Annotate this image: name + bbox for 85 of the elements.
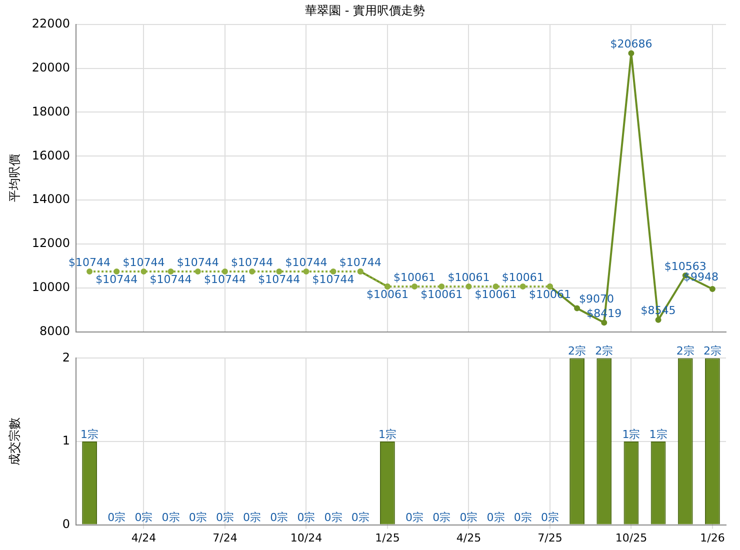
data-label: $10061: [394, 270, 436, 284]
data-label: 0宗: [324, 511, 342, 524]
point: [520, 284, 526, 290]
data-label: 2宗: [568, 344, 586, 358]
data-label: 2宗: [676, 344, 694, 358]
point: [86, 268, 93, 275]
point: [655, 316, 662, 323]
data-label: $20686: [610, 38, 652, 51]
x-tick-label: 1/26: [700, 531, 725, 544]
y-tick-label: 18000: [32, 104, 70, 118]
data-label: $10744: [312, 272, 354, 286]
data-label: 0宗: [514, 511, 532, 524]
y-tick-label: 14000: [32, 192, 70, 206]
x-tick-label: 4/24: [131, 531, 156, 544]
data-label: 0宗: [243, 511, 262, 524]
y-tick-label: 1: [62, 434, 70, 448]
point: [276, 268, 282, 275]
data-label: $10061: [420, 288, 463, 301]
x-tick-label: 10/25: [615, 531, 648, 544]
point: [140, 268, 147, 275]
data-label: $10061: [366, 288, 408, 301]
x-tick-label: 7/25: [538, 531, 562, 544]
data-label: 0宗: [188, 511, 207, 524]
data-label: $10744: [96, 272, 138, 286]
x-tick-label: 1/25: [375, 531, 400, 544]
data-label: 0宗: [432, 511, 451, 524]
point: [249, 268, 256, 275]
data-label: $10061: [474, 288, 517, 301]
point: [438, 284, 445, 290]
data-label: 0宗: [540, 511, 559, 524]
data-label: 0宗: [351, 511, 370, 524]
point: [492, 284, 499, 290]
point: [168, 268, 174, 275]
data-label: 0宗: [134, 511, 153, 524]
y-tick-label: 0: [62, 516, 70, 531]
y-tick-label: 2: [62, 350, 70, 364]
chart-title: 華翠園 - 實用呎價走勢: [305, 3, 425, 18]
point: [601, 320, 608, 326]
point: [412, 284, 418, 290]
data-label: $10744: [231, 256, 274, 269]
x-tick-label: 10/24: [290, 531, 322, 544]
point: [709, 286, 716, 292]
x-tick-label: 7/24: [212, 531, 238, 544]
x-tick-label: 4/25: [456, 531, 482, 544]
data-label: 1宗: [649, 428, 668, 441]
data-label: 2宗: [595, 344, 614, 358]
data-label: $10563: [664, 260, 706, 273]
data-label: $10744: [339, 256, 382, 269]
data-label: $10744: [68, 256, 111, 269]
y-axis-title: 平均呎價: [7, 154, 22, 202]
data-label: 1宗: [378, 428, 396, 441]
point: [303, 268, 310, 275]
y-tick-label: 16000: [32, 148, 70, 162]
point: [222, 268, 228, 275]
y-tick-label: 20000: [32, 60, 70, 74]
data-label: $10061: [502, 270, 544, 284]
y-tick-label: 10000: [32, 280, 70, 294]
data-label: 0宗: [486, 511, 505, 524]
point: [194, 268, 201, 275]
data-label: $10744: [285, 256, 328, 269]
y-tick-label: 8000: [39, 324, 70, 338]
point: [466, 284, 472, 290]
data-label: 0宗: [108, 511, 126, 524]
data-label: 0宗: [297, 511, 316, 524]
data-label: 0宗: [162, 511, 180, 524]
point: [574, 305, 580, 312]
data-label: 0宗: [406, 511, 424, 524]
data-label: $10744: [176, 256, 219, 269]
y-tick-label: 12000: [32, 236, 70, 250]
y-tick-label: 22000: [32, 16, 70, 31]
data-label: 0宗: [270, 511, 288, 524]
data-label: $10744: [122, 256, 165, 269]
data-label: 0宗: [460, 511, 478, 524]
y-axis-title: 成交宗數: [7, 418, 22, 466]
data-label: 2宗: [703, 344, 722, 358]
data-label: $10744: [204, 272, 246, 286]
point: [330, 268, 336, 275]
data-label: 0宗: [216, 511, 234, 524]
data-label: $10061: [448, 270, 490, 284]
data-label: $10744: [258, 272, 300, 286]
data-label: 1宗: [622, 428, 640, 441]
data-label: 1宗: [80, 428, 99, 441]
data-label: $10744: [150, 272, 192, 286]
point: [628, 50, 634, 56]
point: [114, 268, 120, 275]
